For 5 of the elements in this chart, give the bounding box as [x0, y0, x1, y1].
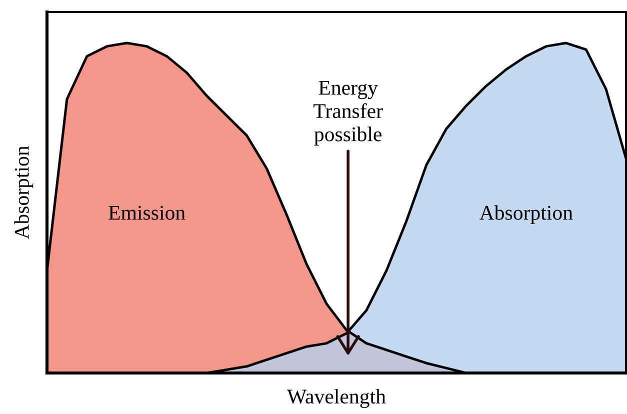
x-axis-title: Wavelength: [287, 388, 386, 408]
y-axis-title: Absorption: [14, 146, 34, 240]
annotation: Energy Transfer possible: [314, 80, 383, 146]
series-label: Absorption: [480, 205, 573, 224]
series-label: Emission: [108, 206, 186, 220]
